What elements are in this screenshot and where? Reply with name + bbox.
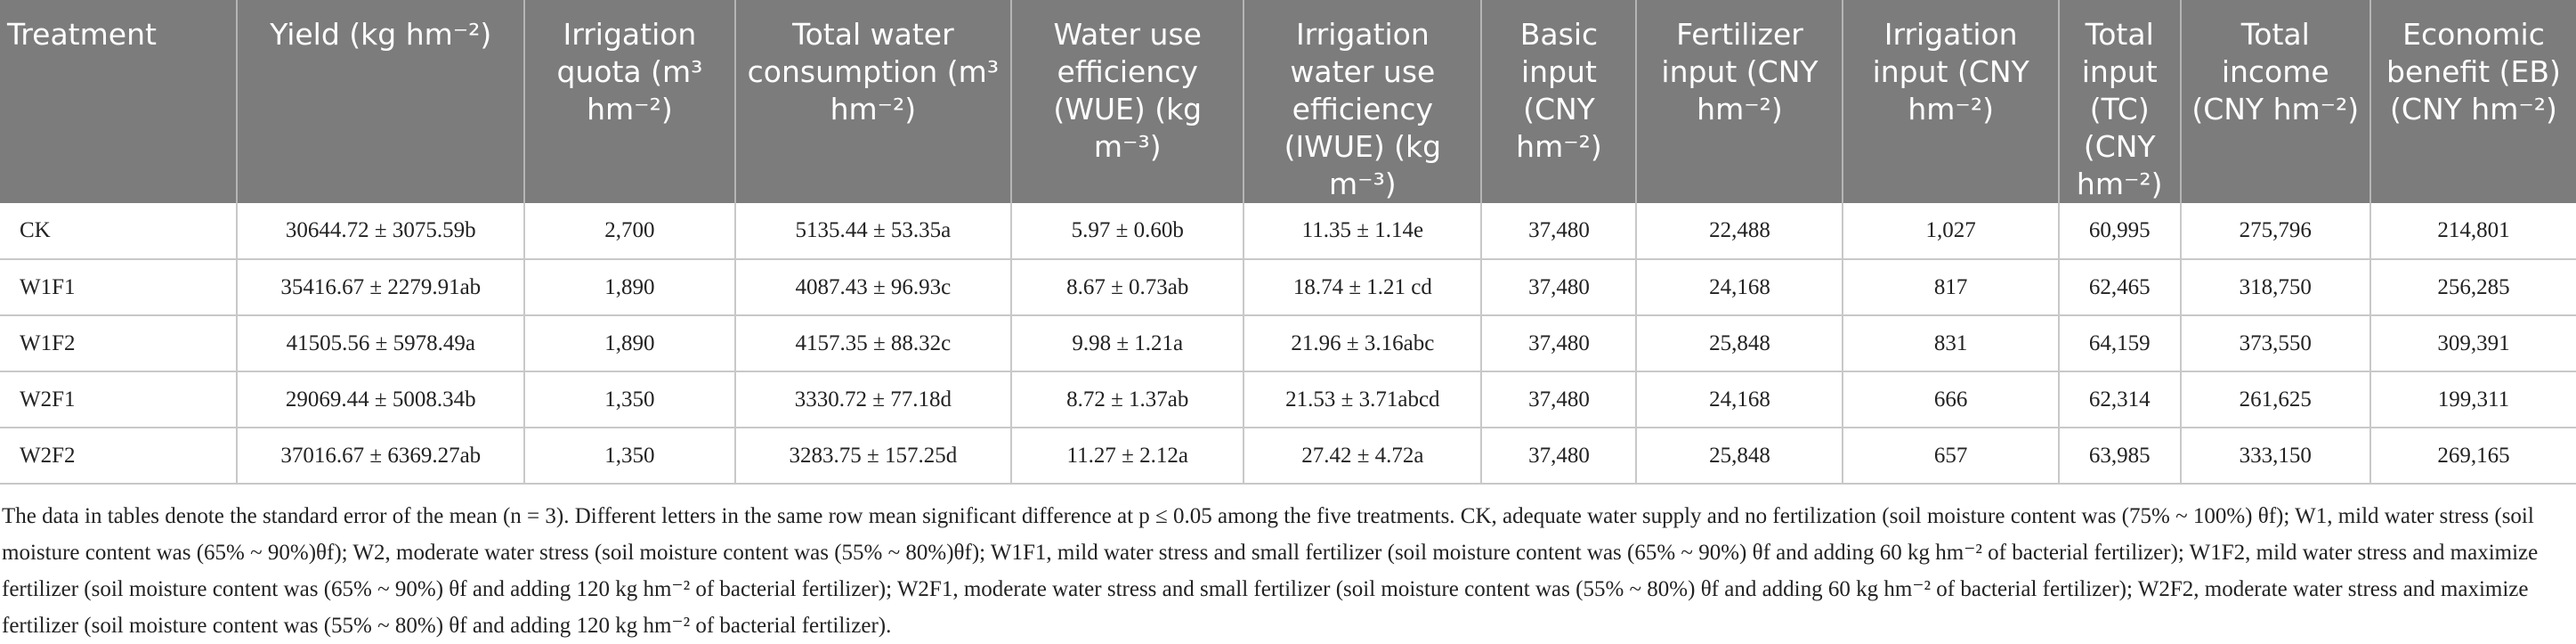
cell-total-water-consumption: 3330.72 ± 77.18d	[734, 371, 1013, 428]
cell-irrigation-input: 657	[1843, 428, 2060, 485]
cell-total-water-consumption: 3283.75 ± 157.25d	[734, 428, 1013, 485]
cell-fertilizer-input: 24,168	[1636, 259, 1844, 316]
header-row: Treatment Yield (kg hm⁻²) Irrigation quo…	[0, 0, 2576, 203]
cell-economic-benefit: 269,165	[2369, 428, 2576, 485]
cell-total-income: 261,625	[2180, 371, 2371, 428]
cell-total-water-consumption: 4087.43 ± 96.93c	[734, 259, 1013, 316]
cell-total-income: 275,796	[2180, 203, 2371, 260]
header-fertilizer-input: Fertilizer input (CNY hm⁻²)	[1636, 0, 1844, 203]
cell-yield: 41505.56 ± 5978.49a	[237, 315, 526, 372]
header-total-income: Total income (CNY hm⁻²)	[2180, 0, 2371, 203]
cell-irrigation-input: 817	[1843, 259, 2060, 316]
table-row: W1F1 35416.67 ± 2279.91ab 1,890 4087.43 …	[0, 259, 2576, 316]
cell-irrigation-input: 666	[1843, 371, 2060, 428]
cell-fertilizer-input: 25,848	[1636, 315, 1844, 372]
cell-total-water-consumption: 4157.35 ± 88.32c	[734, 315, 1013, 372]
cell-total-income: 333,150	[2180, 428, 2371, 485]
header-basic-input: Basic input (CNY hm⁻²)	[1481, 0, 1638, 203]
table-row: CK 30644.72 ± 3075.59b 2,700 5135.44 ± 5…	[0, 203, 2576, 260]
cell-fertilizer-input: 24,168	[1636, 371, 1844, 428]
cell-treatment: W2F2	[0, 428, 239, 485]
header-irrigation-quota: Irrigation quota (m³ hm⁻²)	[524, 0, 736, 203]
cell-irrigation-quota: 1,890	[524, 315, 736, 372]
table-row: W1F2 41505.56 ± 5978.49a 1,890 4157.35 ±…	[0, 315, 2576, 372]
header-irrigation-input: Irrigation input (CNY hm⁻²)	[1843, 0, 2060, 203]
table-body: CK 30644.72 ± 3075.59b 2,700 5135.44 ± 5…	[0, 203, 2576, 485]
cell-total-input: 62,465	[2058, 259, 2182, 316]
cell-treatment: W2F1	[0, 371, 239, 428]
cell-irrigation-quota: 2,700	[524, 203, 736, 260]
cell-treatment: W1F2	[0, 315, 239, 372]
table-header: Treatment Yield (kg hm⁻²) Irrigation quo…	[0, 0, 2576, 203]
results-table: Treatment Yield (kg hm⁻²) Irrigation quo…	[0, 0, 2576, 485]
cell-fertilizer-input: 22,488	[1636, 203, 1844, 260]
cell-wue: 9.98 ± 1.21a	[1011, 315, 1245, 372]
cell-total-input: 64,159	[2058, 315, 2182, 372]
cell-economic-benefit: 214,801	[2369, 203, 2576, 260]
cell-iwue: 18.74 ± 1.21 cd	[1243, 259, 1483, 316]
table-footnote: The data in tables denote the standard e…	[2, 504, 2539, 638]
cell-basic-input: 37,480	[1481, 203, 1638, 260]
cell-yield: 35416.67 ± 2279.91ab	[237, 259, 526, 316]
cell-fertilizer-input: 25,848	[1636, 428, 1844, 485]
cell-iwue: 21.53 ± 3.71abcd	[1243, 371, 1483, 428]
cell-basic-input: 37,480	[1481, 371, 1638, 428]
cell-yield: 37016.67 ± 6369.27ab	[237, 428, 526, 485]
header-total-input: Total input (TC) (CNY hm⁻²)	[2058, 0, 2182, 203]
cell-economic-benefit: 199,311	[2369, 371, 2576, 428]
cell-total-income: 318,750	[2180, 259, 2371, 316]
cell-wue: 8.72 ± 1.37ab	[1011, 371, 1245, 428]
cell-wue: 8.67 ± 0.73ab	[1011, 259, 1245, 316]
header-total-water-consumption: Total water consumption (m³ hm⁻²)	[734, 0, 1013, 203]
cell-treatment: CK	[0, 203, 239, 260]
cell-total-input: 60,995	[2058, 203, 2182, 260]
header-iwue: Irrigation water use efficiency (IWUE) (…	[1243, 0, 1483, 203]
cell-basic-input: 37,480	[1481, 315, 1638, 372]
cell-basic-input: 37,480	[1481, 428, 1638, 485]
cell-irrigation-input: 1,027	[1843, 203, 2060, 260]
cell-yield: 29069.44 ± 5008.34b	[237, 371, 526, 428]
header-yield: Yield (kg hm⁻²)	[237, 0, 526, 203]
cell-total-input: 63,985	[2058, 428, 2182, 485]
header-economic-benefit: Economic benefit (EB) (CNY hm⁻²)	[2369, 0, 2576, 203]
cell-wue: 11.27 ± 2.12a	[1011, 428, 1245, 485]
cell-yield: 30644.72 ± 3075.59b	[237, 203, 526, 260]
cell-iwue: 21.96 ± 3.16abc	[1243, 315, 1483, 372]
cell-total-input: 62,314	[2058, 371, 2182, 428]
cell-irrigation-quota: 1,350	[524, 371, 736, 428]
cell-basic-input: 37,480	[1481, 259, 1638, 316]
table-row: W2F2 37016.67 ± 6369.27ab 1,350 3283.75 …	[0, 428, 2576, 485]
cell-iwue: 11.35 ± 1.14e	[1243, 203, 1483, 260]
table-container: Treatment Yield (kg hm⁻²) Irrigation quo…	[0, 0, 2576, 485]
table-row: W2F1 29069.44 ± 5008.34b 1,350 3330.72 ±…	[0, 371, 2576, 428]
cell-economic-benefit: 256,285	[2369, 259, 2576, 316]
cell-wue: 5.97 ± 0.60b	[1011, 203, 1245, 260]
cell-total-income: 373,550	[2180, 315, 2371, 372]
cell-total-water-consumption: 5135.44 ± 53.35a	[734, 203, 1013, 260]
header-treatment: Treatment	[0, 0, 239, 203]
cell-irrigation-quota: 1,350	[524, 428, 736, 485]
cell-iwue: 27.42 ± 4.72a	[1243, 428, 1483, 485]
header-wue: Water use efficiency (WUE) (kg m⁻³)	[1011, 0, 1245, 203]
cell-irrigation-quota: 1,890	[524, 259, 736, 316]
cell-treatment: W1F1	[0, 259, 239, 316]
cell-economic-benefit: 309,391	[2369, 315, 2576, 372]
cell-irrigation-input: 831	[1843, 315, 2060, 372]
